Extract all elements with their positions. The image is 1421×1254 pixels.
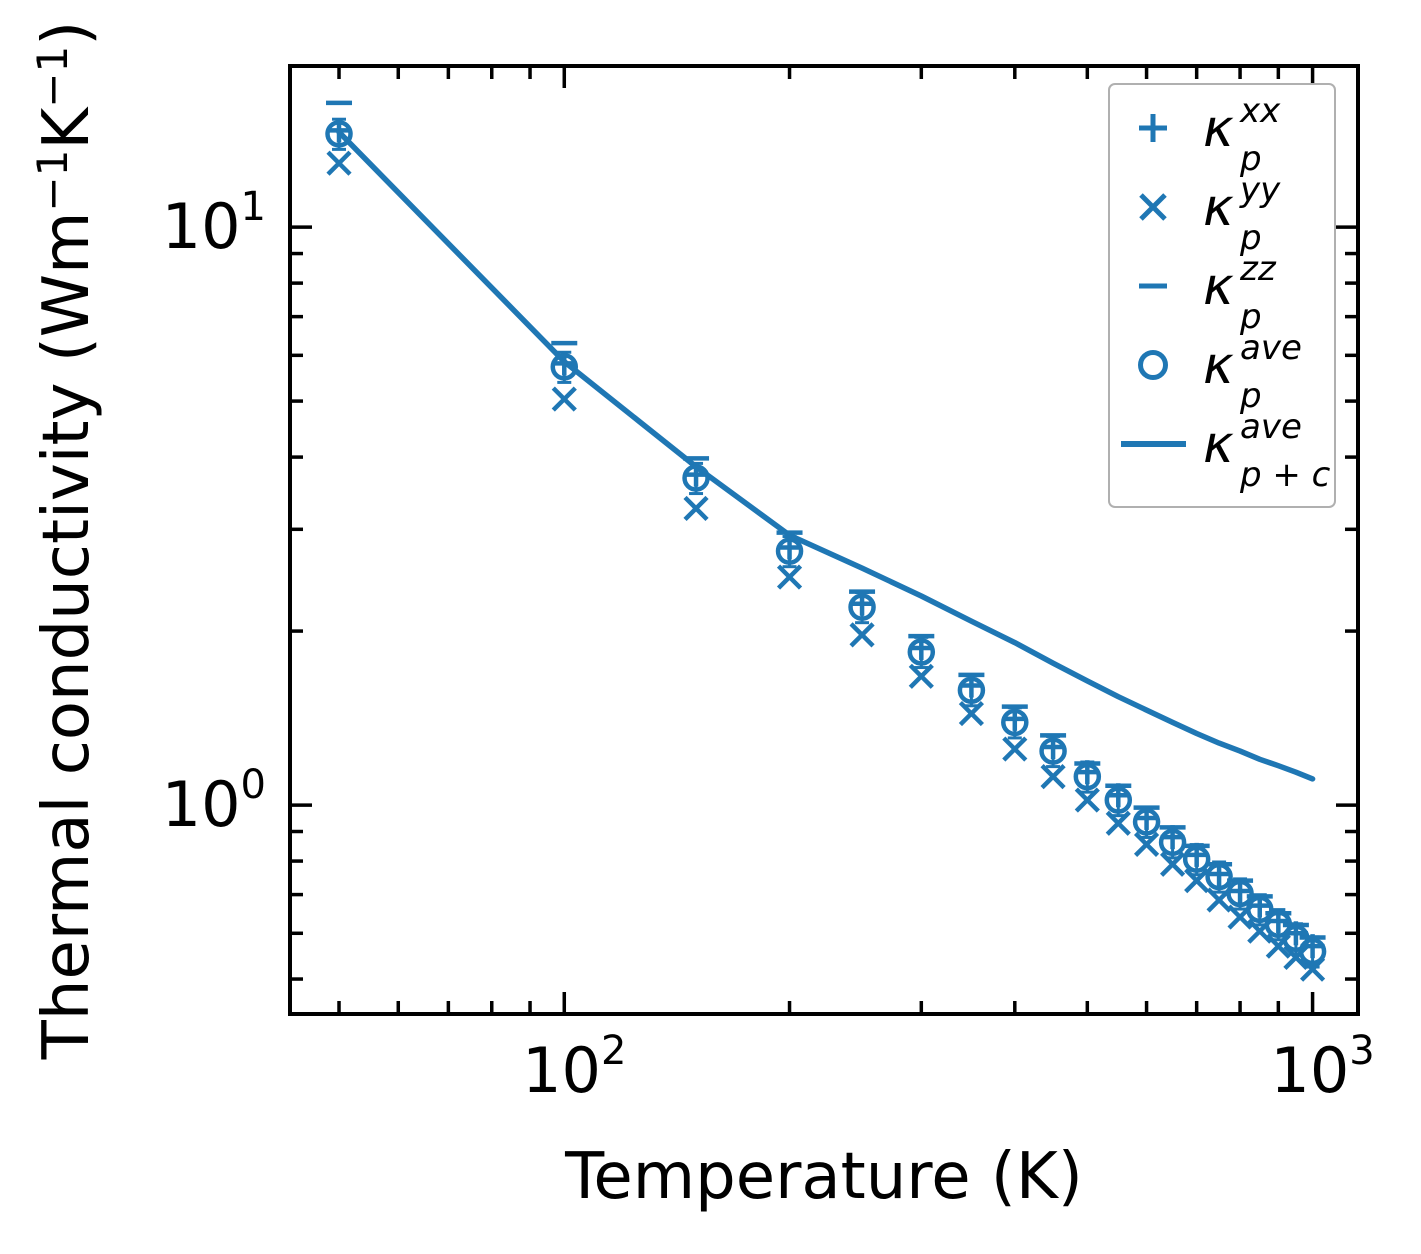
plot-frame: [288, 64, 1360, 1016]
series-kappa-p-ave: [325, 120, 1327, 966]
legend-label-subscript: p: [1239, 376, 1262, 416]
y-tick-label: 101: [162, 184, 266, 263]
legend-label-sym: κ: [1203, 178, 1234, 238]
x-axis-label: Temperature (K): [564, 1140, 1083, 1214]
legend-label-sym: κ: [1203, 415, 1234, 475]
legend-label-sym: κ: [1203, 336, 1234, 396]
legend-label-superscript: xx: [1239, 91, 1281, 131]
legend-marker-x-icon: [1139, 193, 1167, 221]
x-tick-label: 103: [1270, 1028, 1374, 1107]
legend-label-subscript: p: [1239, 218, 1262, 258]
legend-label-sym: κ: [1203, 257, 1234, 317]
legend-label-sym: κ: [1203, 99, 1234, 159]
plot-area: 102 103 100 101 Thermal conductivity (Wm−1K−…: [28, 21, 1375, 1107]
legend-label-superscript: yy: [1239, 170, 1281, 210]
x-tick-label: 102: [522, 1028, 626, 1107]
y-tick-label: 100: [162, 762, 266, 841]
tick-labels: 102 103 100 101: [162, 184, 1375, 1107]
legend-marker-plus-icon: [1139, 114, 1167, 142]
axis-ticks: [290, 66, 1358, 1014]
legend-label-superscript: zz: [1239, 249, 1277, 289]
legend-label-subscript: p: [1239, 139, 1262, 179]
legend-label-subscript: p: [1239, 297, 1262, 337]
legend-label-superscript: ave: [1240, 407, 1302, 447]
legend-label-subscript: p + c: [1239, 455, 1331, 495]
y-axis-label: Thermal conductivity (Wm−1K−1): [28, 21, 104, 1060]
series-kappa-p-plus-c-ave-line: [336, 129, 1316, 782]
legend-label-superscript: ave: [1240, 328, 1302, 368]
legend-marker-circle-icon: [1138, 350, 1168, 380]
legend-frame: [1108, 83, 1336, 508]
